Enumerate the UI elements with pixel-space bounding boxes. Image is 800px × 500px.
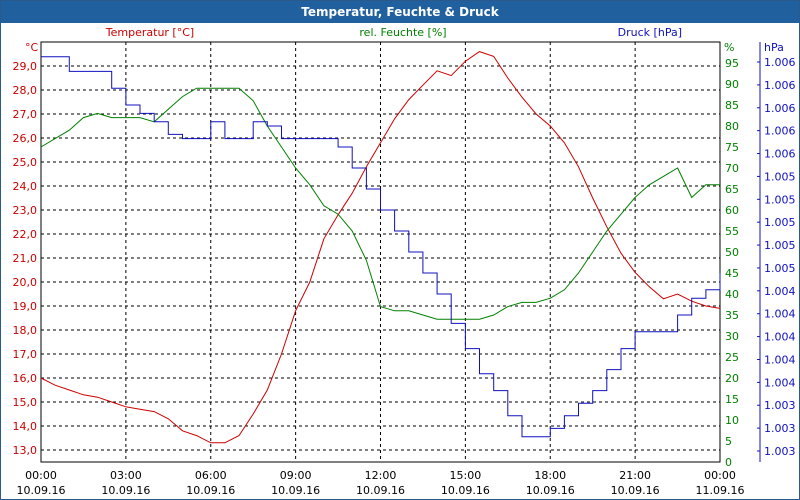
humidity-tick-label: 85 <box>725 99 739 112</box>
pressure-tick-label: 1.006 <box>764 102 796 115</box>
pressure-tick-label: 1.005 <box>764 170 796 183</box>
temp-tick-label: 13,0 <box>13 444 38 457</box>
pressure-tick-label: 1.005 <box>764 262 796 275</box>
temp-tick-label: 18,0 <box>13 324 38 337</box>
series-line <box>40 51 721 444</box>
temp-tick-label: 14,0 <box>13 420 38 433</box>
humidity-tick-label: 35 <box>725 309 739 322</box>
temp-tick-label: 28,0 <box>13 84 38 97</box>
pressure-tick-label: 1.005 <box>764 239 796 252</box>
temp-tick-label: 23,0 <box>13 204 38 217</box>
temp-tick-label: 17,0 <box>13 348 38 361</box>
humidity-tick-label: 55 <box>725 225 739 238</box>
pressure-unit-label: hPa <box>764 41 784 54</box>
humidity-tick-label: 10 <box>725 414 739 427</box>
x-tick-date: 10.09.16 <box>271 484 320 497</box>
pressure-tick-label: 1.003 <box>764 422 796 435</box>
pressure-tick-label: 1.006 <box>764 79 796 92</box>
temp-tick-label: 24,0 <box>13 180 38 193</box>
humidity-tick-label: 95 <box>725 57 739 70</box>
temp-tick-label: 27,0 <box>13 108 38 121</box>
pressure-tick-label: 1.004 <box>764 308 796 321</box>
x-tick-time: 12:00 <box>365 469 397 482</box>
pressure-tick-label: 1.005 <box>764 216 796 229</box>
x-tick-time: 18:00 <box>534 469 566 482</box>
humidity-tick-label: 50 <box>725 246 739 259</box>
humidity-tick-label: 30 <box>725 330 739 343</box>
temp-tick-label: 16,0 <box>13 372 38 385</box>
pressure-tick-label: 1.003 <box>764 445 796 458</box>
x-tick-time: 06:00 <box>195 469 227 482</box>
pressure-tick-label: 1.004 <box>764 376 796 389</box>
temp-tick-label: 26,0 <box>13 132 38 145</box>
x-tick-date: 10.09.16 <box>356 484 405 497</box>
humidity-tick-label: 25 <box>725 351 739 364</box>
x-tick-date: 10.09.16 <box>101 484 150 497</box>
humidity-tick-label: 80 <box>725 120 739 133</box>
x-tick-date: 11.09.16 <box>696 484 745 497</box>
humidity-tick-label: 15 <box>725 393 739 406</box>
series-line <box>41 56 721 438</box>
temp-tick-label: 29,0 <box>13 60 38 73</box>
temp-tick-label: 25,0 <box>13 156 38 169</box>
x-tick-date: 10.09.16 <box>17 484 66 497</box>
x-tick-time: 21:00 <box>619 469 651 482</box>
humidity-tick-label: 75 <box>725 141 739 154</box>
humidity-tick-label: 20 <box>725 372 739 385</box>
temp-tick-label: 22,0 <box>13 228 38 241</box>
temp-tick-label: 19,0 <box>13 300 38 313</box>
temp-tick-label: 15,0 <box>13 396 38 409</box>
humidity-tick-label: 65 <box>725 183 739 196</box>
axes: 00:00 10.09.16 03:00 10.09.16 06:00 10.09.16 0… <box>13 41 796 497</box>
x-tick-time: 00:00 <box>25 469 57 482</box>
humidity-tick-label: 60 <box>725 204 739 217</box>
pressure-tick-label: 1.006 <box>764 148 796 161</box>
legend-entry: Druck [hPa] <box>618 26 682 39</box>
pressure-tick-label: 1.006 <box>764 56 796 69</box>
pressure-tick-label: 1.005 <box>764 193 796 206</box>
x-tick-time: 03:00 <box>110 469 142 482</box>
humidity-tick-label: 0 <box>725 456 732 469</box>
x-tick-time: 00:00 <box>704 469 736 482</box>
humidity-tick-label: 90 <box>725 78 739 91</box>
x-tick-date: 10.09.16 <box>526 484 575 497</box>
pressure-tick-label: 1.003 <box>764 399 796 412</box>
pressure-tick-label: 1.004 <box>764 285 796 298</box>
legend-entry: Temperatur [°C] <box>105 26 194 39</box>
legend-entry: rel. Feuchte [%] <box>359 26 446 39</box>
grid <box>40 41 721 463</box>
x-tick-time: 09:00 <box>280 469 312 482</box>
humidity-tick-label: 5 <box>725 435 732 448</box>
x-tick-date: 10.09.16 <box>441 484 490 497</box>
pressure-tick-label: 1.006 <box>764 125 796 138</box>
legend: Temperatur [°C] rel. Feuchte [%] Druck [hP… <box>105 26 682 39</box>
temp-unit-label: °C <box>25 41 39 54</box>
pressure-tick-label: 1.004 <box>764 353 796 366</box>
temp-tick-label: 20,0 <box>13 276 38 289</box>
humidity-unit-label: % <box>724 41 734 54</box>
series-group <box>40 51 721 444</box>
humidity-tick-label: 45 <box>725 267 739 280</box>
chart-title: Temperatur, Feuchte & Druck <box>1 1 799 23</box>
humidity-tick-label: 40 <box>725 288 739 301</box>
x-tick-time: 15:00 <box>450 469 482 482</box>
pressure-tick-label: 1.004 <box>764 331 796 344</box>
x-tick-date: 10.09.16 <box>186 484 235 497</box>
x-tick-date: 10.09.16 <box>611 484 660 497</box>
temp-tick-label: 21,0 <box>13 252 38 265</box>
humidity-tick-label: 70 <box>725 162 739 175</box>
